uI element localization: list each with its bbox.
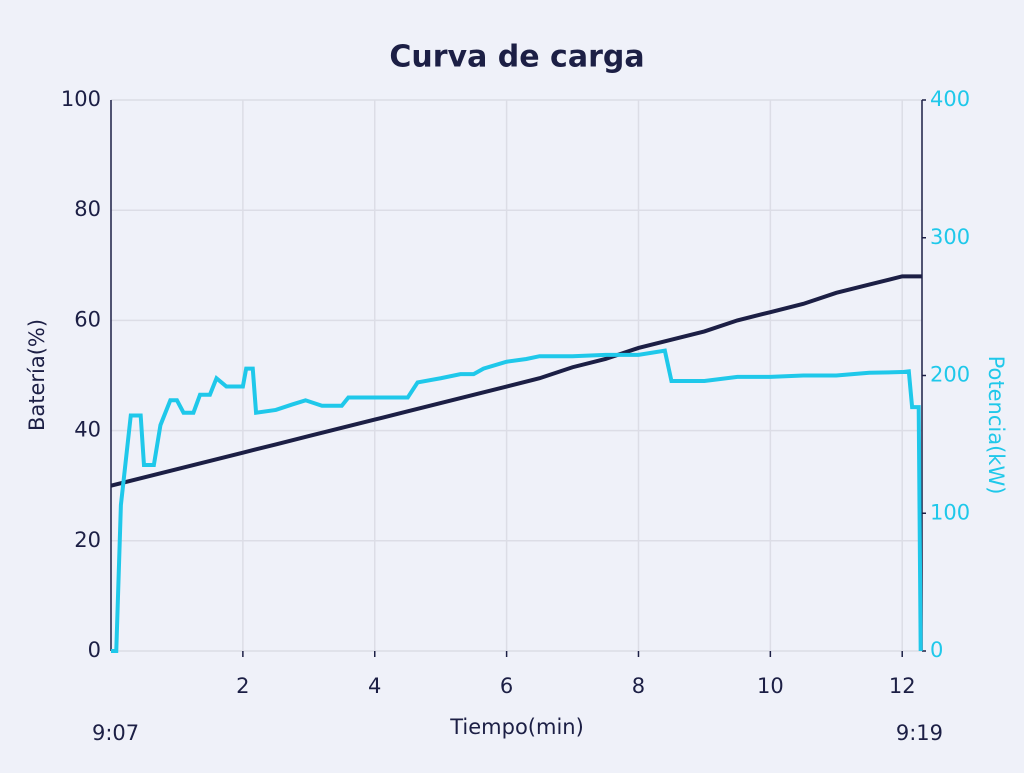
end-time: 9:19 [896, 721, 943, 745]
data-line [110, 274, 922, 488]
y-tick-label: 80 [74, 197, 101, 221]
y-tick-label: 0 [88, 638, 101, 662]
x-tick-label: 4 [368, 674, 381, 698]
chart-title: Curva de carga [389, 40, 644, 75]
y-tick-label: 100 [61, 87, 101, 111]
y-tick-label: 60 [74, 307, 101, 331]
y2-tick-label: 200 [930, 363, 970, 387]
x-axis-label: Tiempo(min) [449, 715, 584, 739]
x-tick-label: 10 [757, 674, 784, 698]
start-time: 9:07 [92, 721, 139, 745]
y2-tick-label: 300 [930, 225, 970, 249]
x-tick-label: 12 [889, 674, 916, 698]
y2-tick-label: 400 [930, 87, 970, 111]
data-line [111, 348, 923, 653]
x-tick-label: 2 [236, 674, 249, 698]
x-tick-label: 8 [632, 674, 645, 698]
y-tick-label: 40 [74, 418, 101, 442]
y-axis-label: Batería(%) [25, 319, 49, 431]
y2-axis-label: Potencia(kW) [984, 356, 1008, 495]
y2-tick-label: 0 [930, 638, 943, 662]
y-tick-label: 20 [74, 528, 101, 552]
y2-tick-label: 100 [930, 500, 970, 524]
x-tick-label: 6 [500, 674, 513, 698]
